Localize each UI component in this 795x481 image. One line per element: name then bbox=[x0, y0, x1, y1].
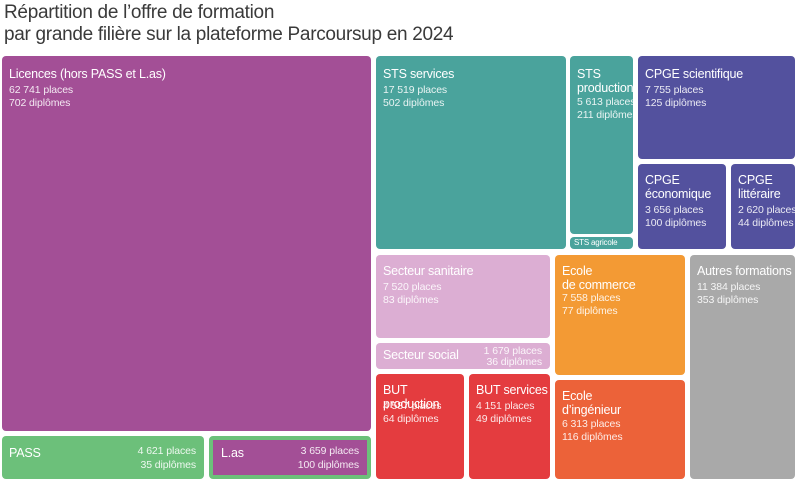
tile-diplomes: 49 diplômes bbox=[476, 413, 532, 425]
tile-places: 7 520 places bbox=[383, 281, 442, 293]
tile-name: BUT services bbox=[476, 383, 548, 397]
treemap-tile-secteur-sanitaire: Secteur sanitaire 7 520 places 83 diplômes bbox=[376, 255, 550, 338]
tile-places: 2 620 places bbox=[738, 204, 795, 216]
tile-places: 4 151 places bbox=[476, 400, 535, 412]
tile-diplomes: 702 diplômes bbox=[9, 97, 71, 109]
chart-title-line-2: par grande filière sur la plateforme Par… bbox=[4, 24, 454, 45]
tile-name: STS agricole bbox=[574, 238, 618, 247]
treemap-tile-secteur-social: Secteur social 1 679 places 36 diplômes bbox=[376, 343, 550, 369]
tile-places: 7 558 places bbox=[562, 292, 621, 304]
treemap-tile-cpge-litteraire: CPGE littéraire 2 620 places 44 diplômes bbox=[731, 164, 795, 249]
tile-name: STS services bbox=[383, 67, 455, 81]
treemap-tile-las: L.as 3 659 places 100 diplômes bbox=[209, 436, 371, 479]
tile-places: 11 384 places bbox=[697, 281, 761, 293]
tile-places: 6 313 places bbox=[562, 418, 621, 430]
treemap-tile-sts-agricole: STS agricole bbox=[570, 237, 633, 249]
tile-diplomes: 44 diplômes bbox=[738, 217, 794, 229]
tile-name: Secteur sanitaire bbox=[383, 264, 474, 278]
tile-diplomes: 100 diplômes bbox=[645, 217, 707, 229]
tile-diplomes: 35 diplômes bbox=[140, 459, 196, 471]
treemap-tile-ecole-commerce: Ecole de commerce 7 558 places 77 diplômes bbox=[555, 255, 685, 375]
tile-diplomes: 36 diplômes bbox=[486, 356, 542, 368]
tile-diplomes: 83 diplômes bbox=[383, 294, 439, 306]
tile-name: STS production bbox=[577, 67, 633, 95]
treemap-tile-autres-formations: Autres formations 11 384 places 353 diplôm… bbox=[690, 255, 795, 479]
tile-diplomes: 502 diplômes bbox=[383, 97, 445, 109]
tile-name: Ecole d’ingénieur bbox=[562, 389, 621, 417]
tile-diplomes: 116 diplômes bbox=[562, 431, 623, 443]
tile-name: CPGE scientifique bbox=[645, 67, 744, 81]
tile-name: Autres formations bbox=[697, 264, 792, 278]
tile-places: 4 587 places bbox=[383, 400, 442, 412]
tile-diplomes: 353 diplômes bbox=[697, 294, 759, 306]
tile-places: 1 679 places bbox=[483, 345, 542, 357]
tile-diplomes: 125 diplômes bbox=[645, 97, 707, 109]
tile-name: PASS bbox=[9, 446, 41, 460]
tile-places: 7 755 places bbox=[645, 84, 704, 96]
tile-diplomes: 64 diplômes bbox=[383, 413, 439, 425]
treemap-tile-cpge-economique: CPGE économique 3 656 places 100 diplômes bbox=[638, 164, 726, 249]
treemap-tile-ecole-ingenieur: Ecole d’ingénieur 6 313 places 116 diplôme… bbox=[555, 380, 685, 479]
tile-places: 17 519 places bbox=[383, 84, 448, 96]
tile-name: Secteur social bbox=[383, 348, 459, 362]
tile-name: BUT production bbox=[383, 383, 440, 411]
tile-name: L.as bbox=[221, 446, 244, 460]
tile-places: 3 659 places bbox=[300, 445, 359, 457]
treemap-tile-pass: PASS 4 621 places 35 diplômes bbox=[2, 436, 204, 479]
tile-diplomes: 100 diplômes bbox=[297, 459, 359, 471]
tile-name: CPGE économique bbox=[645, 173, 712, 201]
chart-title: Répartition de l’offre de formation par … bbox=[4, 2, 784, 46]
treemap-tile-but-services: BUT services 4 151 places 49 diplômes bbox=[469, 374, 550, 479]
tile-diplomes: 211 diplômes bbox=[577, 109, 633, 121]
treemap-tile-cpge-scientifique: CPGE scientifique 7 755 places 125 diplôme… bbox=[638, 56, 795, 159]
tile-name: Licences (hors PASS et L.as) bbox=[9, 67, 166, 81]
treemap-tile-but-production: BUT production 4 587 places 64 diplômes bbox=[376, 374, 464, 479]
tile-name: CPGE littéraire bbox=[738, 173, 781, 201]
tile-places: 5 613 places bbox=[577, 96, 633, 108]
treemap-tile-licences: Licences (hors PASS et L.as) 62 741 place… bbox=[2, 56, 371, 431]
tile-diplomes: 77 diplômes bbox=[562, 305, 618, 317]
tile-places: 4 621 places bbox=[137, 445, 196, 457]
tile-name: Ecole de commerce bbox=[562, 264, 636, 292]
chart-title-line-1: Répartition de l’offre de formation bbox=[4, 2, 275, 23]
treemap-tile-sts-production: STS production 5 613 places 211 diplômes bbox=[570, 56, 633, 234]
tile-places: 3 656 places bbox=[645, 204, 704, 216]
tile-places: 62 741 places bbox=[9, 84, 74, 96]
treemap-tile-sts-services: STS services 17 519 places 502 diplômes bbox=[376, 56, 566, 249]
